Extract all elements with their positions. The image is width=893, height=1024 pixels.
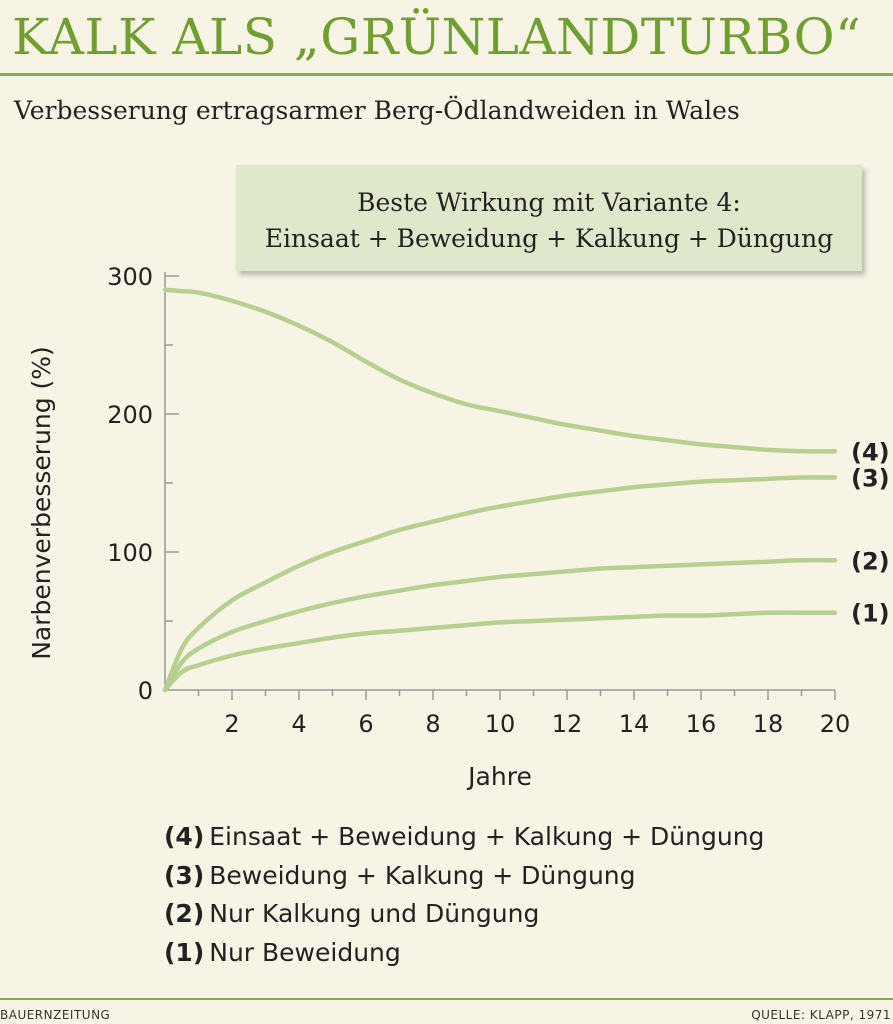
series-line-4 [162,287,838,454]
x-tick-label: 16 [686,710,717,738]
legend-number: (2) [164,899,205,928]
x-tick-label: 4 [291,710,306,738]
series-line-1 [162,610,838,693]
y-axis-title: Narbenverbesserung (%) [27,346,56,660]
series-end-label: (1) [851,600,890,628]
footer-divider [0,998,893,1000]
legend-item-2: (2) Nur Kalkung und Düngung [164,895,764,934]
y-tick-label: 0 [138,677,153,705]
legend-number: (3) [164,860,205,890]
page-subtitle: Verbesserung ertragsarmer Berg-Ödlandwei… [14,96,740,125]
legend: (4) Einsaat + Beweidung + Kalkung + Düngu… [164,818,764,972]
x-tick-label: 18 [753,710,784,738]
series-end-label: (3) [851,464,890,492]
legend-text: Beweidung + Kalkung + Düngung [209,860,636,890]
x-tick-label: 20 [820,710,851,738]
y-tick-label: 300 [107,263,153,291]
callout-line-2: Einsaat + Beweidung + Kalkung + Düngung [264,224,834,253]
x-tick-label: 8 [425,710,440,738]
y-tick-label: 200 [107,401,153,429]
legend-text: Einsaat + Beweidung + Kalkung + Düngung [209,822,765,851]
legend-item-1: (1) Nur Beweidung [164,934,764,973]
callout-line-1: Beste Wirkung mit Variante 4: [357,188,741,217]
series-line-3 [162,475,838,693]
legend-item-4: (4) Einsaat + Beweidung + Kalkung + Düngu… [164,818,764,857]
x-tick-label: 10 [485,710,516,738]
legend-number: (1) [164,937,205,967]
x-tick-label: 2 [224,710,239,738]
x-axis-title: Jahre [466,762,532,791]
legend-item-3: (3) Beweidung + Kalkung + Düngung [164,857,764,896]
x-tick-label: 12 [552,710,583,738]
footer-source: QUELLE: KLAPP, 1971 [751,1008,891,1022]
y-tick-label: 100 [107,539,153,567]
callout-box: Beste Wirkung mit Variante 4: Einsaat + … [236,165,862,271]
series-end-label: (4) [851,438,890,466]
series-line-2 [162,557,838,693]
legend-number: (4) [164,822,205,851]
x-tick-label: 14 [619,710,650,738]
x-tick-label: 6 [358,710,373,738]
series-end-label: (2) [851,547,890,575]
footer-publisher: BAUERNZEITUNG [0,1008,111,1022]
title-divider [0,73,893,76]
legend-text: Nur Kalkung und Düngung [209,899,540,928]
legend-text: Nur Beweidung [209,937,401,967]
page-title: KALK ALS „GRÜNLANDTURBO“ [12,8,862,66]
